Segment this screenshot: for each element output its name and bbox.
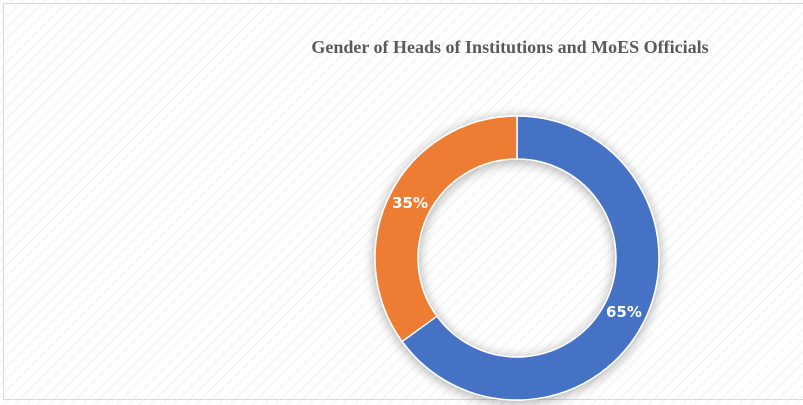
- data-label: 65%: [606, 303, 642, 321]
- data-label: 35%: [392, 194, 428, 212]
- donut: [374, 115, 660, 401]
- frame: [3, 3, 803, 400]
- chart-title: Gender of Heads of Institutions and MoES…: [311, 37, 708, 57]
- donut-segment: [401, 115, 660, 401]
- donut-segment: [374, 115, 518, 343]
